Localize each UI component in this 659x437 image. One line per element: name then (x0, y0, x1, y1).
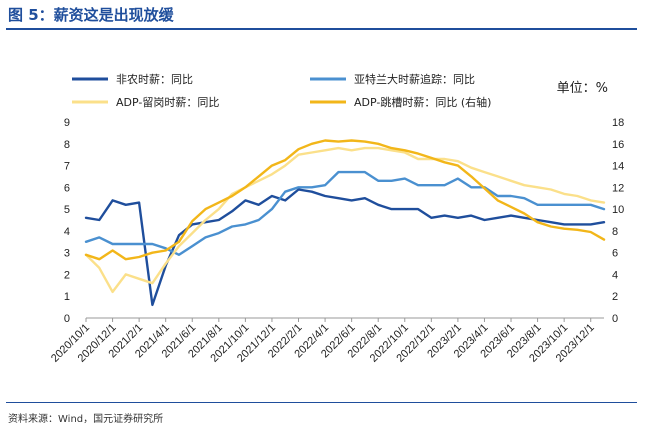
y-right-tick-label: 10 (612, 204, 624, 216)
series-line-4 (84, 139, 606, 261)
legend-entry-label: ADP-留岗时薪：同比 (116, 96, 219, 109)
y-left-tick-label: 0 (64, 313, 70, 325)
y-right-tick-label: 18 (612, 117, 624, 129)
y-left-tick-label: 1 (64, 291, 70, 303)
y-left-tick-label: 4 (64, 226, 70, 238)
y-right-tick-label: 14 (612, 161, 624, 173)
y-left-tick-label: 9 (64, 117, 70, 129)
source-note: 资料来源：Wind，国元证券研究所 (8, 414, 164, 425)
legend: 非农时薪：同比 亚特兰大时薪追踪：同比 ADP-留岗时薪：同比 ADP-跳槽时薪：同比… (72, 72, 491, 109)
series-line-2 (84, 170, 606, 257)
chart: 非农时薪：同比 亚特兰大时薪追踪：同比 ADP-留岗时薪：同比 ADP-跳槽时薪：同比… (49, 72, 624, 365)
y-left-tick-label: 7 (64, 161, 70, 173)
y-left-tick-label: 2 (64, 269, 70, 281)
series-line-3 (84, 146, 606, 294)
unit-label: 单位：% (557, 81, 608, 96)
bottom-rule (6, 402, 637, 403)
y-left-tick-label: 6 (64, 182, 70, 194)
y-right-tick-label: 16 (612, 139, 624, 151)
y-right-tick-label: 4 (612, 269, 618, 281)
y-right-tick-label: 6 (612, 248, 618, 260)
y-left-tick-label: 5 (64, 204, 70, 216)
y-right-tick-label: 2 (612, 291, 618, 303)
title-rule (6, 28, 637, 30)
axes: 01234567890246810121416182020/10/12020/1… (49, 117, 624, 365)
y-right-tick-label: 12 (612, 182, 624, 194)
figure-title: 图 5：薪资这是出现放缓 (8, 6, 174, 24)
legend-entry-label: 亚特兰大时薪追踪：同比 (354, 72, 475, 86)
legend-entry-label: 非农时薪：同比 (116, 72, 193, 86)
y-right-tick-label: 0 (612, 313, 618, 325)
y-left-tick-label: 3 (64, 248, 70, 260)
y-left-tick-label: 8 (64, 139, 70, 151)
y-right-tick-label: 8 (612, 226, 618, 238)
legend-entry-label: ADP-跳槽时薪：同比 (右轴) (354, 95, 491, 109)
series-layer (84, 139, 606, 307)
